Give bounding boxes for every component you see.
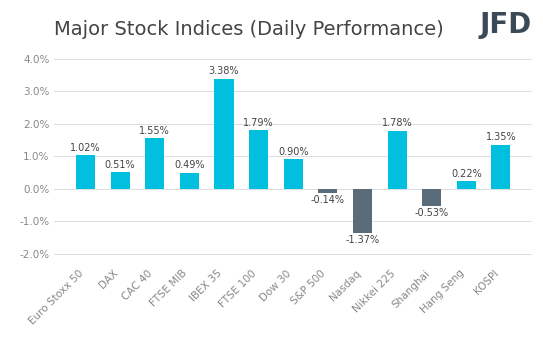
Bar	[491, 145, 510, 188]
Text: 0.51%: 0.51%	[105, 160, 135, 170]
Bar	[388, 131, 407, 188]
Text: JFD: JFD	[480, 11, 532, 39]
Text: 1.02%: 1.02%	[70, 143, 101, 153]
Bar	[283, 159, 303, 188]
Text: 1.79%: 1.79%	[243, 118, 274, 128]
Bar	[111, 172, 130, 188]
Bar	[145, 138, 165, 188]
Text: 1.55%: 1.55%	[140, 126, 170, 136]
Text: 0.90%: 0.90%	[278, 147, 308, 157]
Bar	[214, 79, 233, 188]
Bar	[180, 173, 199, 188]
Text: 1.35%: 1.35%	[485, 132, 516, 143]
Bar	[318, 188, 337, 193]
Bar	[353, 188, 372, 233]
Bar	[457, 181, 476, 188]
Text: -0.53%: -0.53%	[415, 208, 449, 218]
Bar	[249, 131, 268, 188]
Text: 3.38%: 3.38%	[209, 66, 239, 77]
Text: -1.37%: -1.37%	[345, 235, 380, 245]
Bar	[422, 188, 441, 206]
Text: Major Stock Indices (Daily Performance): Major Stock Indices (Daily Performance)	[54, 20, 444, 39]
Text: -0.14%: -0.14%	[311, 196, 345, 205]
Text: 0.22%: 0.22%	[451, 169, 482, 179]
Text: 0.49%: 0.49%	[174, 160, 205, 170]
Text: 1.78%: 1.78%	[382, 118, 412, 128]
Bar	[76, 155, 95, 188]
